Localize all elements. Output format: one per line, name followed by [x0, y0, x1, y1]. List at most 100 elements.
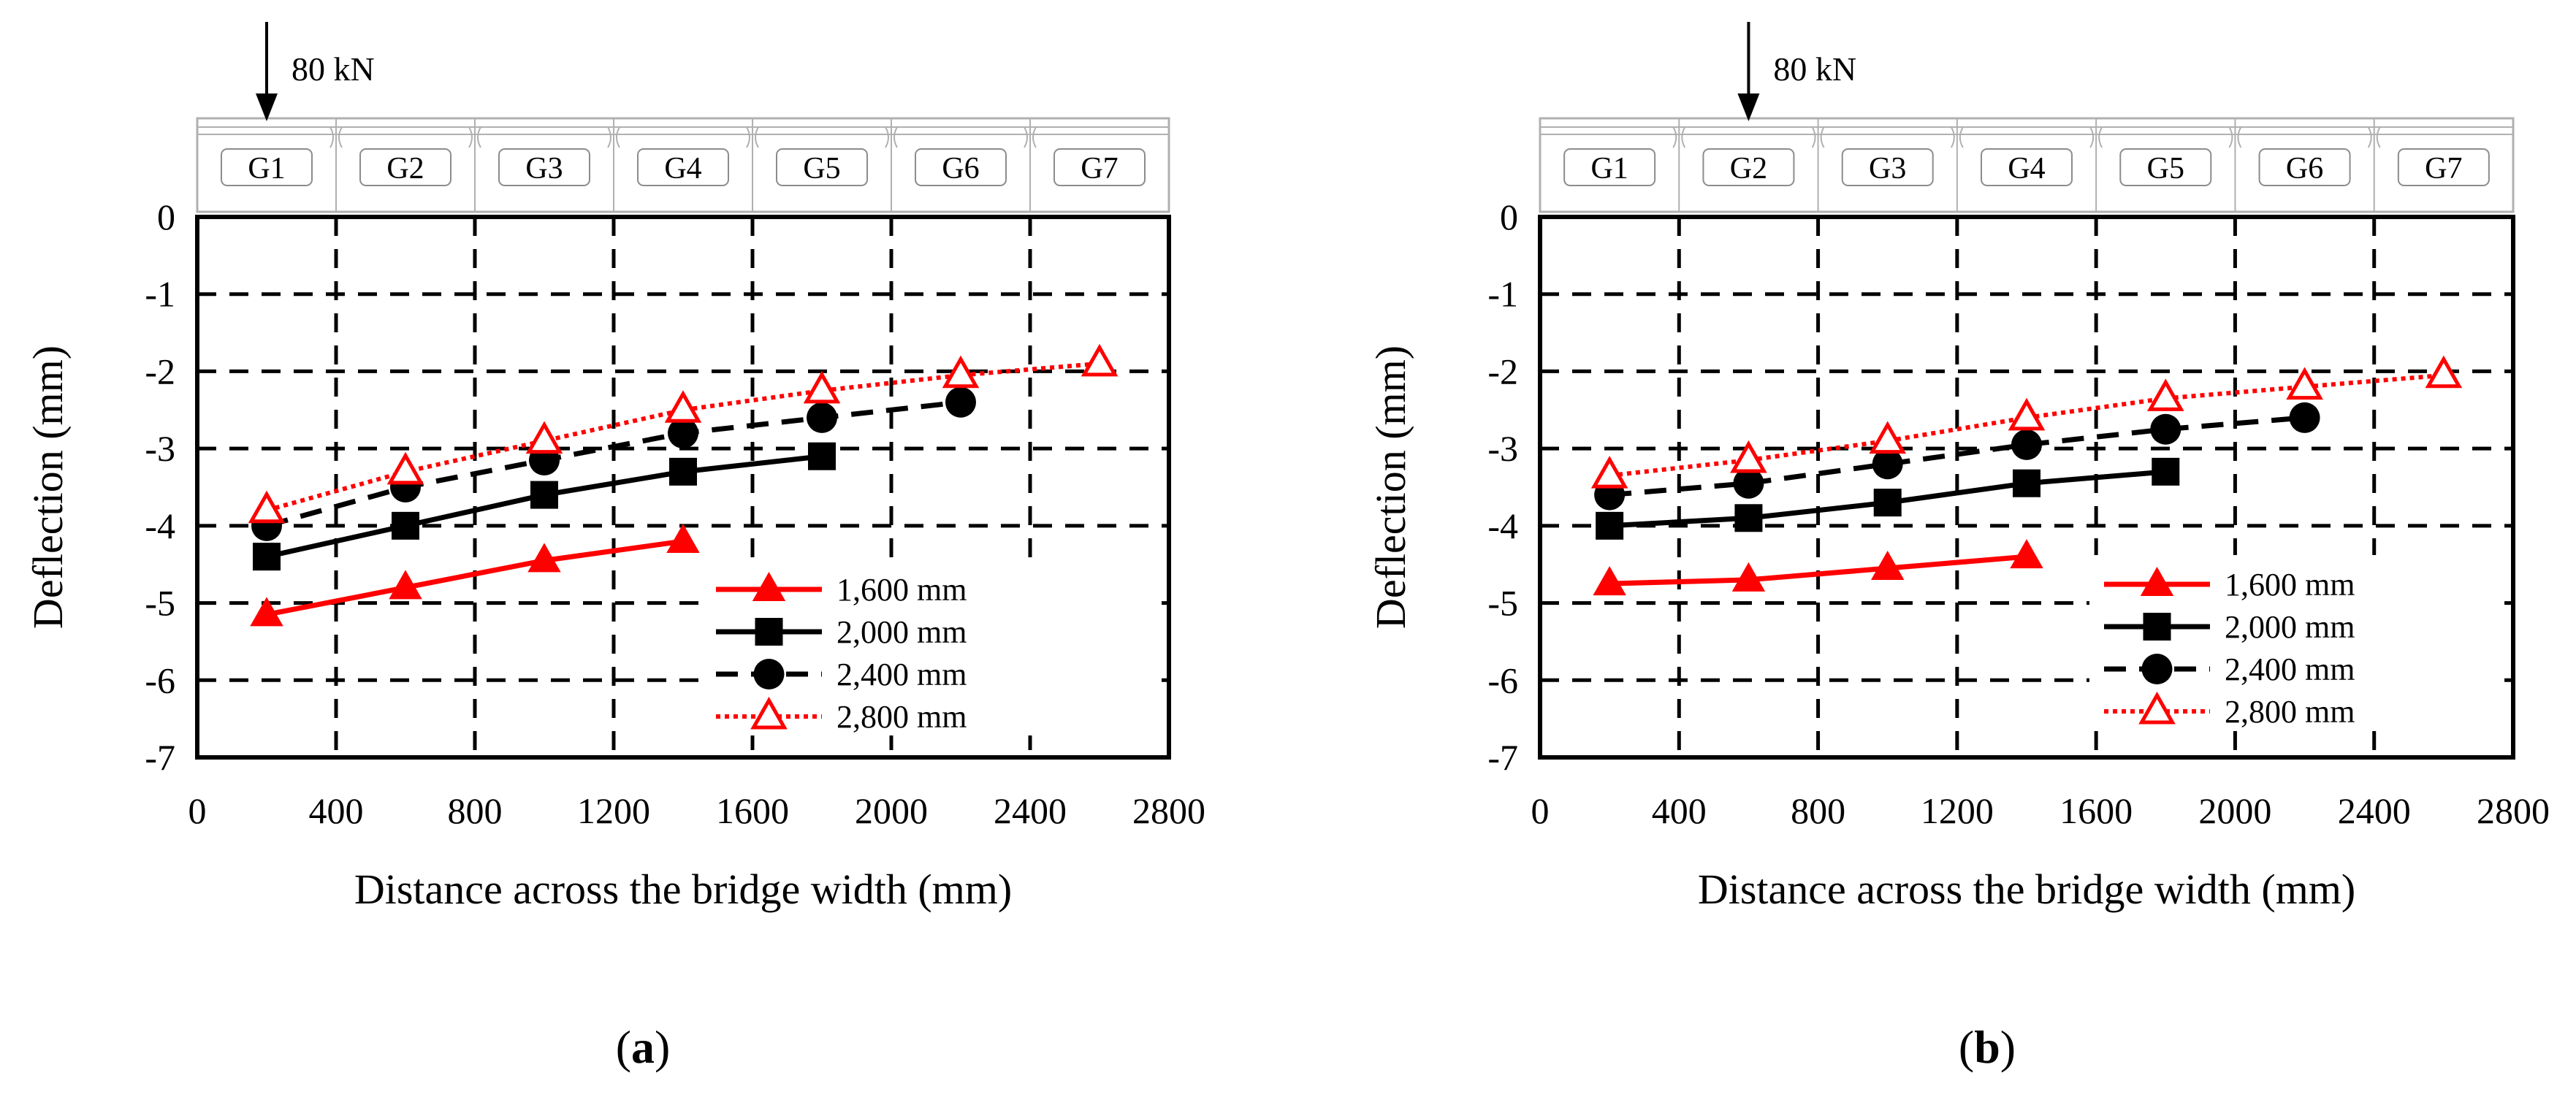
data-point — [1590, 456, 1628, 489]
girder-label: G7 — [2425, 152, 2462, 186]
series-line — [266, 538, 684, 617]
caption-paren-open: ( — [1959, 1021, 1974, 1073]
girder-box — [1981, 148, 2073, 186]
y-tick-label: -2 — [1487, 351, 1518, 391]
caption-paren-close: ) — [2000, 1021, 2016, 1073]
data-point — [389, 570, 422, 600]
girder-box — [359, 148, 451, 186]
caption-paren-close: ) — [655, 1021, 670, 1073]
x-tick-label: 0 — [1531, 790, 1550, 831]
data-point — [2010, 539, 2043, 569]
data-point — [2286, 367, 2323, 400]
data-point — [808, 442, 836, 470]
shear-key — [2089, 126, 2103, 148]
girder-label: G4 — [664, 152, 701, 186]
x-tick-label: 0 — [188, 790, 207, 831]
y-tick-label: -5 — [145, 583, 175, 624]
legend-label: 2,000 mm — [2225, 609, 2355, 645]
series-2800mm — [248, 343, 1119, 524]
axes-frame — [1538, 215, 2515, 760]
shear-key — [468, 126, 481, 148]
x-tick-label: 1200 — [1921, 790, 1994, 831]
x-tick-label: 1600 — [2059, 790, 2133, 831]
girder-box — [2119, 148, 2212, 186]
data-point — [2013, 469, 2040, 497]
axes-frame — [195, 215, 1171, 760]
legend-label: 2,800 mm — [2225, 694, 2355, 730]
y-axis-title: Deflection (mm) — [1367, 345, 1414, 629]
shear-key — [329, 126, 343, 148]
x-axis-title: Distance across the bridge width (mm) — [1698, 865, 2355, 913]
legend-marker — [2143, 613, 2171, 641]
load-arrow-icon — [256, 93, 278, 121]
girder-box — [1053, 148, 1146, 186]
series-2800mm — [1590, 355, 2463, 489]
legend-label: 2,000 mm — [837, 614, 967, 650]
x-tick-label: 2000 — [2198, 790, 2271, 831]
data-point — [392, 511, 419, 540]
data-point — [525, 421, 563, 454]
data-point — [386, 451, 424, 485]
legend-label: 2,400 mm — [837, 657, 967, 692]
y-tick-label: -6 — [1487, 660, 1518, 700]
y-tick-label: 0 — [157, 196, 175, 237]
series-2000mm — [253, 442, 836, 571]
load-arrow-icon — [1737, 93, 1760, 121]
girder-box — [498, 148, 590, 186]
x-tick-label: 2400 — [994, 790, 1067, 831]
series-1600mm — [1593, 539, 2043, 596]
legend: 1,600 mm 2,000 mm 2,400 mm 2,800 mm — [2104, 566, 2355, 730]
caption-letter: a — [631, 1021, 655, 1073]
legend-marker — [753, 659, 785, 689]
legend-marker — [750, 696, 788, 730]
legend-label: 2,800 mm — [837, 699, 967, 735]
girder-label: G5 — [803, 152, 840, 186]
girder-box — [1563, 148, 1656, 186]
data-point — [1870, 550, 1905, 580]
data-point — [1731, 562, 1766, 592]
x-tick-label: 1600 — [716, 790, 789, 831]
girder-box — [1702, 148, 1795, 186]
shear-key — [607, 126, 620, 148]
data-point — [668, 418, 698, 448]
girder-label: G5 — [2147, 152, 2184, 186]
legend: 1,600 mm 2,000 mm 2,400 mm 2,800 mm — [716, 571, 967, 735]
data-point — [1733, 467, 1764, 499]
girder-box — [776, 148, 868, 186]
data-point — [945, 386, 976, 418]
girder-box — [221, 148, 313, 186]
data-point — [2011, 429, 2042, 460]
y-axis-title: Deflection (mm) — [24, 345, 72, 629]
data-point — [2152, 457, 2180, 486]
data-point — [2425, 355, 2463, 389]
legend-marker — [755, 618, 783, 646]
legend-label: 1,600 mm — [2225, 567, 2355, 603]
shear-key — [885, 126, 898, 148]
shear-key — [1672, 126, 1686, 148]
chart-panel-a: G1 G2 G3 G4 G5 G6 G7 80 kN 0 -1 -2 -3 -4 -5 -6 -7 0 400 80… — [24, 22, 1205, 1073]
data-point — [2146, 378, 2184, 411]
data-point — [1869, 421, 1907, 454]
load-label: 80 kN — [1773, 50, 1856, 88]
shear-key — [2367, 126, 2381, 148]
y-tick-label: -4 — [145, 505, 175, 546]
girder-label: G7 — [1081, 152, 1118, 186]
load-label: 80 kN — [291, 50, 375, 88]
series-1600mm — [250, 523, 700, 627]
girder-box — [637, 148, 729, 186]
data-point — [942, 355, 980, 389]
series-line — [1609, 415, 2305, 498]
data-point — [1734, 504, 1763, 532]
legend-marker — [2141, 654, 2173, 684]
data-point — [250, 597, 283, 627]
data-point — [1873, 489, 1902, 517]
data-point — [2008, 397, 2046, 431]
chart-panel-b: G1 G2 G3 G4 G5 G6 G7 80 kN 0 -1 -2 -3 -4 -5 -6 -7 0 400 80… — [1367, 22, 2550, 1073]
data-point — [807, 402, 837, 433]
girder-box — [2397, 148, 2490, 186]
shear-key — [1024, 126, 1037, 148]
x-tick-label: 2400 — [2338, 790, 2411, 831]
data-point — [2150, 413, 2181, 445]
girder-box — [1841, 148, 1934, 186]
bridge-deck-section: G1 G2 G3 G4 G5 G6 G7 — [1539, 117, 2515, 213]
